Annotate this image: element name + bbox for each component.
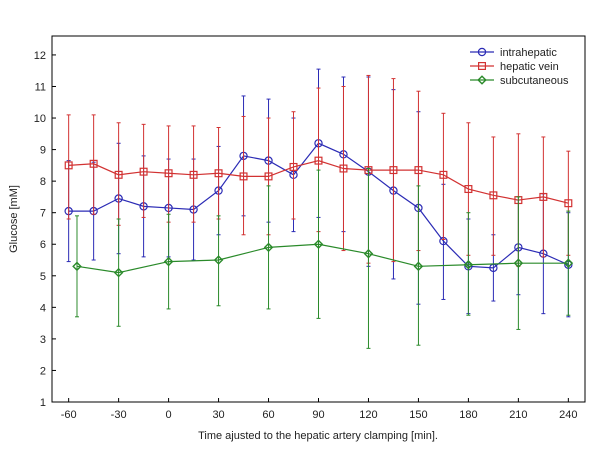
data-point-subcutaneous xyxy=(513,258,524,268)
data-point-hepatic-vein xyxy=(139,167,148,176)
x-tick-label: 90 xyxy=(312,409,324,421)
data-point-hepatic-vein xyxy=(64,161,73,170)
legend-entry-intrahepatic: intrahepatic xyxy=(500,47,557,59)
data-point-subcutaneous xyxy=(363,248,374,259)
data-point-subcutaneous xyxy=(263,242,274,253)
x-tick-label: 120 xyxy=(359,409,377,421)
legend-entry-hepatic-vein: hepatic vein xyxy=(500,61,559,73)
y-axis-label: Glucose [mM] xyxy=(8,185,20,253)
x-tick-label: -30 xyxy=(111,409,127,421)
data-point-hepatic-vein xyxy=(239,172,248,181)
y-tick-label: 10 xyxy=(34,113,46,125)
data-point-hepatic-vein xyxy=(314,156,323,165)
series-subcutaneous xyxy=(72,168,574,349)
data-point-hepatic-vein xyxy=(439,170,448,179)
y-tick-label: 7 xyxy=(40,208,46,220)
data-point-hepatic-vein xyxy=(389,166,398,175)
data-point-hepatic-vein xyxy=(464,185,473,194)
legend: intrahepatic hepatic vein subcutaneous xyxy=(470,47,569,87)
data-point-subcutaneous xyxy=(563,258,574,268)
y-tick-label: 5 xyxy=(40,271,46,283)
series-line-hepatic-vein xyxy=(68,160,569,204)
series-layer xyxy=(64,68,574,349)
x-tick-label: 150 xyxy=(409,409,427,421)
legend-marker-subcutaneous xyxy=(477,75,487,85)
data-point-hepatic-vein xyxy=(264,172,273,181)
data-point-hepatic-vein xyxy=(339,164,348,173)
x-tick-label: 60 xyxy=(262,409,274,421)
x-tick-label: 210 xyxy=(509,409,527,421)
y-tick-label: 1 xyxy=(40,397,46,409)
legend-marker-intrahepatic xyxy=(477,47,487,57)
y-tick-label: 4 xyxy=(40,302,46,314)
y-tick-label: 3 xyxy=(40,334,46,346)
data-point-hepatic-vein xyxy=(564,199,573,208)
data-point-hepatic-vein xyxy=(289,162,298,171)
data-point-subcutaneous xyxy=(72,261,82,272)
data-point-hepatic-vein xyxy=(114,170,123,179)
data-point-subcutaneous xyxy=(113,267,124,278)
y-tick-label: 2 xyxy=(40,365,46,377)
data-point-subcutaneous xyxy=(163,256,174,267)
data-point-subcutaneous xyxy=(463,259,474,270)
x-tick-label: -60 xyxy=(61,409,77,421)
legend-marker-hepatic-vein xyxy=(478,61,487,70)
x-tick-label: 180 xyxy=(459,409,477,421)
data-point-hepatic-vein xyxy=(489,191,498,200)
data-point-subcutaneous xyxy=(213,255,224,265)
legend-entry-subcutaneous: subcutaneous xyxy=(500,75,569,87)
y-tick-label: 6 xyxy=(40,239,46,251)
x-tick-label: 0 xyxy=(166,409,172,421)
x-tick-label: 30 xyxy=(212,409,224,421)
data-point-hepatic-vein xyxy=(164,169,173,178)
data-point-hepatic-vein xyxy=(214,169,223,178)
y-tick-label: 8 xyxy=(40,176,46,188)
y-tick-label: 11 xyxy=(35,81,46,93)
data-point-hepatic-vein xyxy=(89,159,98,168)
data-point-hepatic-vein xyxy=(414,166,423,175)
x-axis-label: Time ajusted to the hepatic artery clamp… xyxy=(198,430,438,442)
data-point-subcutaneous xyxy=(313,239,324,250)
data-point-hepatic-vein xyxy=(189,170,198,179)
series-line-subcutaneous xyxy=(76,243,569,274)
x-tick-label: 240 xyxy=(559,409,577,421)
y-tick-label: 12 xyxy=(34,50,46,62)
data-point-subcutaneous xyxy=(413,261,424,272)
data-point-hepatic-vein xyxy=(539,192,548,201)
y-tick-label: 9 xyxy=(40,145,46,157)
